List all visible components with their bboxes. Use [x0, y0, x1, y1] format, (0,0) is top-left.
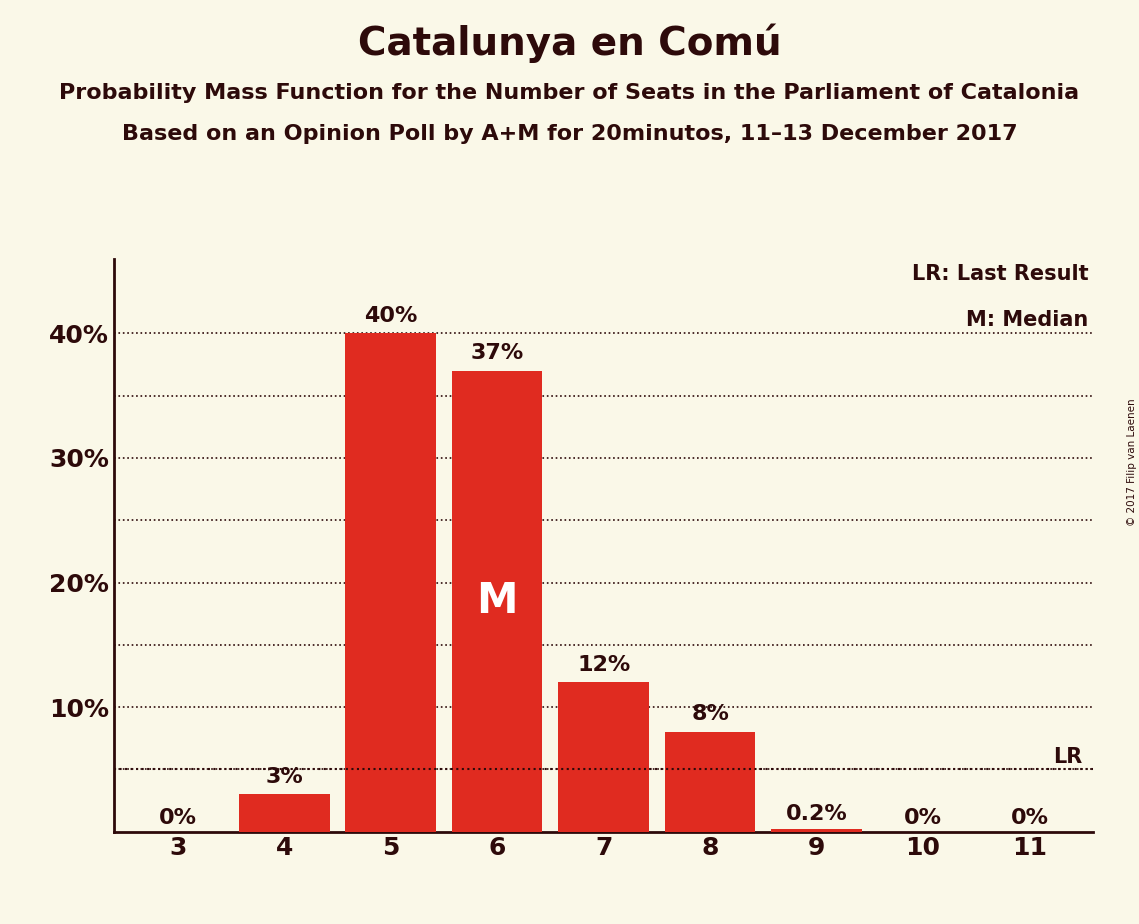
Text: M: M: [476, 580, 518, 622]
Text: 0%: 0%: [904, 808, 942, 828]
Text: LR: Last Result: LR: Last Result: [912, 264, 1089, 285]
Bar: [239, 795, 329, 832]
Text: 40%: 40%: [364, 306, 417, 326]
Text: 3%: 3%: [265, 767, 303, 786]
Text: 37%: 37%: [470, 344, 524, 363]
Text: M: Median: M: Median: [966, 310, 1089, 330]
Bar: [345, 334, 436, 832]
Bar: [771, 829, 862, 832]
Bar: [558, 682, 649, 832]
Text: 8%: 8%: [691, 704, 729, 724]
Bar: [452, 371, 542, 832]
Text: © 2017 Filip van Laenen: © 2017 Filip van Laenen: [1126, 398, 1137, 526]
Text: Catalunya en Comú: Catalunya en Comú: [358, 23, 781, 63]
Text: Based on an Opinion Poll by A+M for 20minutos, 11–13 December 2017: Based on an Opinion Poll by A+M for 20mi…: [122, 124, 1017, 144]
Text: 0%: 0%: [1010, 808, 1049, 828]
Text: Probability Mass Function for the Number of Seats in the Parliament of Catalonia: Probability Mass Function for the Number…: [59, 83, 1080, 103]
Text: LR: LR: [1054, 747, 1083, 767]
Text: 0.2%: 0.2%: [786, 804, 847, 824]
Text: 12%: 12%: [577, 655, 630, 675]
Bar: [665, 732, 755, 832]
Text: 0%: 0%: [158, 808, 197, 828]
